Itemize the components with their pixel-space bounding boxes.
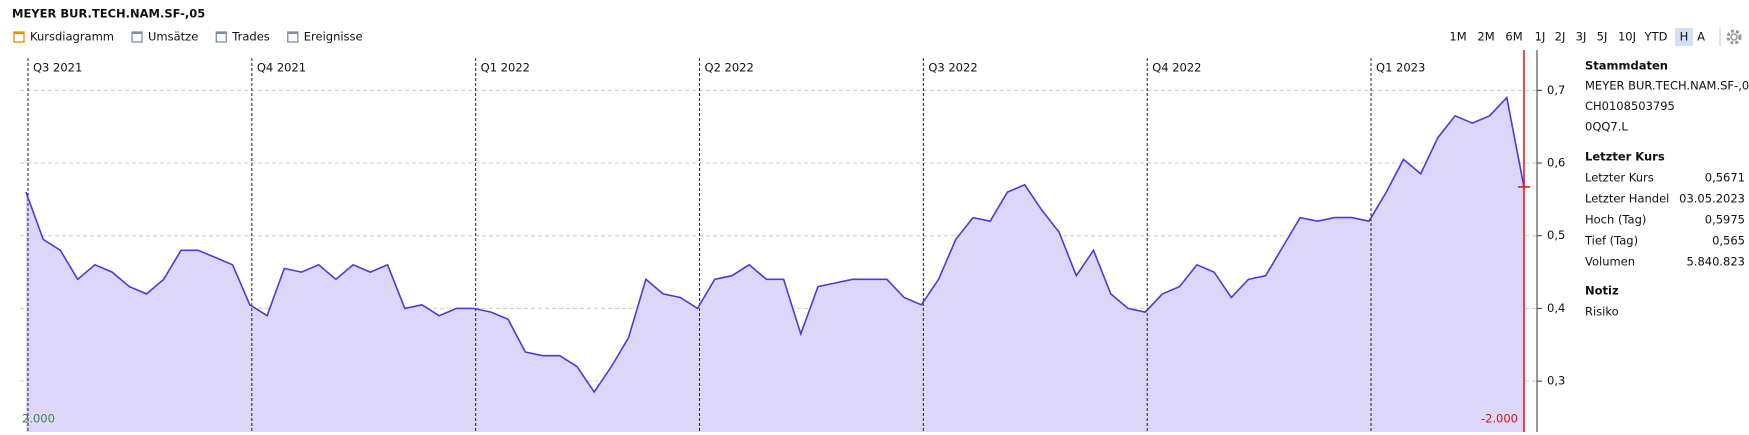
y-tick-label: 0,5: [1547, 228, 1565, 242]
x-tick-label: Q3 2022: [928, 61, 977, 75]
range-button[interactable]: 2M: [1477, 30, 1494, 44]
range-button[interactable]: 5J: [1597, 30, 1608, 44]
settings-gear[interactable]: [1726, 29, 1742, 45]
volume-scale-left: 2.000: [22, 412, 55, 426]
toggle-label[interactable]: Ereignisse: [304, 30, 363, 44]
x-tick-label: Q1 2023: [1376, 61, 1425, 75]
range-button[interactable]: YTD: [1644, 30, 1668, 44]
x-tick-label: Q4 2022: [1152, 61, 1201, 75]
info-label: Tief (Tag): [1584, 234, 1638, 248]
range-button[interactable]: A: [1697, 30, 1705, 44]
instrument-title: MEYER BUR.TECH.NAM.SF-,05: [12, 7, 205, 21]
y-tick-label: 0,4: [1547, 301, 1565, 315]
section-title: Stammdaten: [1585, 59, 1668, 73]
info-line: CH0108503795: [1585, 99, 1675, 113]
x-tick-label: Q2 2022: [705, 61, 754, 75]
range-button[interactable]: 3J: [1576, 30, 1587, 44]
y-tick-label: 0,3: [1547, 374, 1565, 388]
section-title: Notiz: [1585, 284, 1619, 298]
toggle-label[interactable]: Trades: [231, 30, 269, 44]
info-line: 0QQ7.L: [1585, 120, 1628, 134]
note-line: Risiko: [1585, 305, 1619, 319]
info-label: Volumen: [1585, 255, 1635, 269]
range-button[interactable]: 6M: [1505, 30, 1522, 44]
info-value: 03.05.2023: [1679, 192, 1745, 206]
info-value: 0,565: [1712, 234, 1745, 248]
range-button[interactable]: 10J: [1618, 30, 1636, 44]
toggle-label[interactable]: Kursdiagramm: [30, 30, 114, 44]
price-line: [25, 95, 1525, 394]
price-area: [26, 97, 1524, 432]
info-label: Letzter Handel: [1585, 192, 1669, 206]
info-label: Hoch (Tag): [1585, 213, 1646, 227]
x-tick-label: Q3 2021: [33, 61, 82, 75]
range-button[interactable]: 1M: [1449, 30, 1466, 44]
info-label: Letzter Kurs: [1585, 171, 1654, 185]
range-button[interactable]: H: [1680, 30, 1689, 44]
info-value: 5.840.823: [1686, 255, 1745, 269]
y-tick-label: 0,6: [1547, 156, 1565, 170]
info-value: 0,5975: [1705, 213, 1745, 227]
range-button[interactable]: 2J: [1555, 30, 1566, 44]
x-tick-label: Q1 2022: [481, 61, 530, 75]
y-tick-label: 0,7: [1547, 83, 1565, 97]
volume-scale-right: -2.000: [1481, 412, 1518, 426]
toggle-label[interactable]: Umsätze: [148, 30, 198, 44]
x-tick-label: Q4 2021: [257, 61, 306, 75]
info-line: MEYER BUR.TECH.NAM.SF-,05: [1585, 79, 1749, 93]
range-button[interactable]: 1J: [1535, 30, 1546, 44]
range-active: [1675, 28, 1693, 46]
section-title: Letzter Kurs: [1585, 150, 1665, 164]
info-value: 0,5671: [1705, 171, 1745, 185]
